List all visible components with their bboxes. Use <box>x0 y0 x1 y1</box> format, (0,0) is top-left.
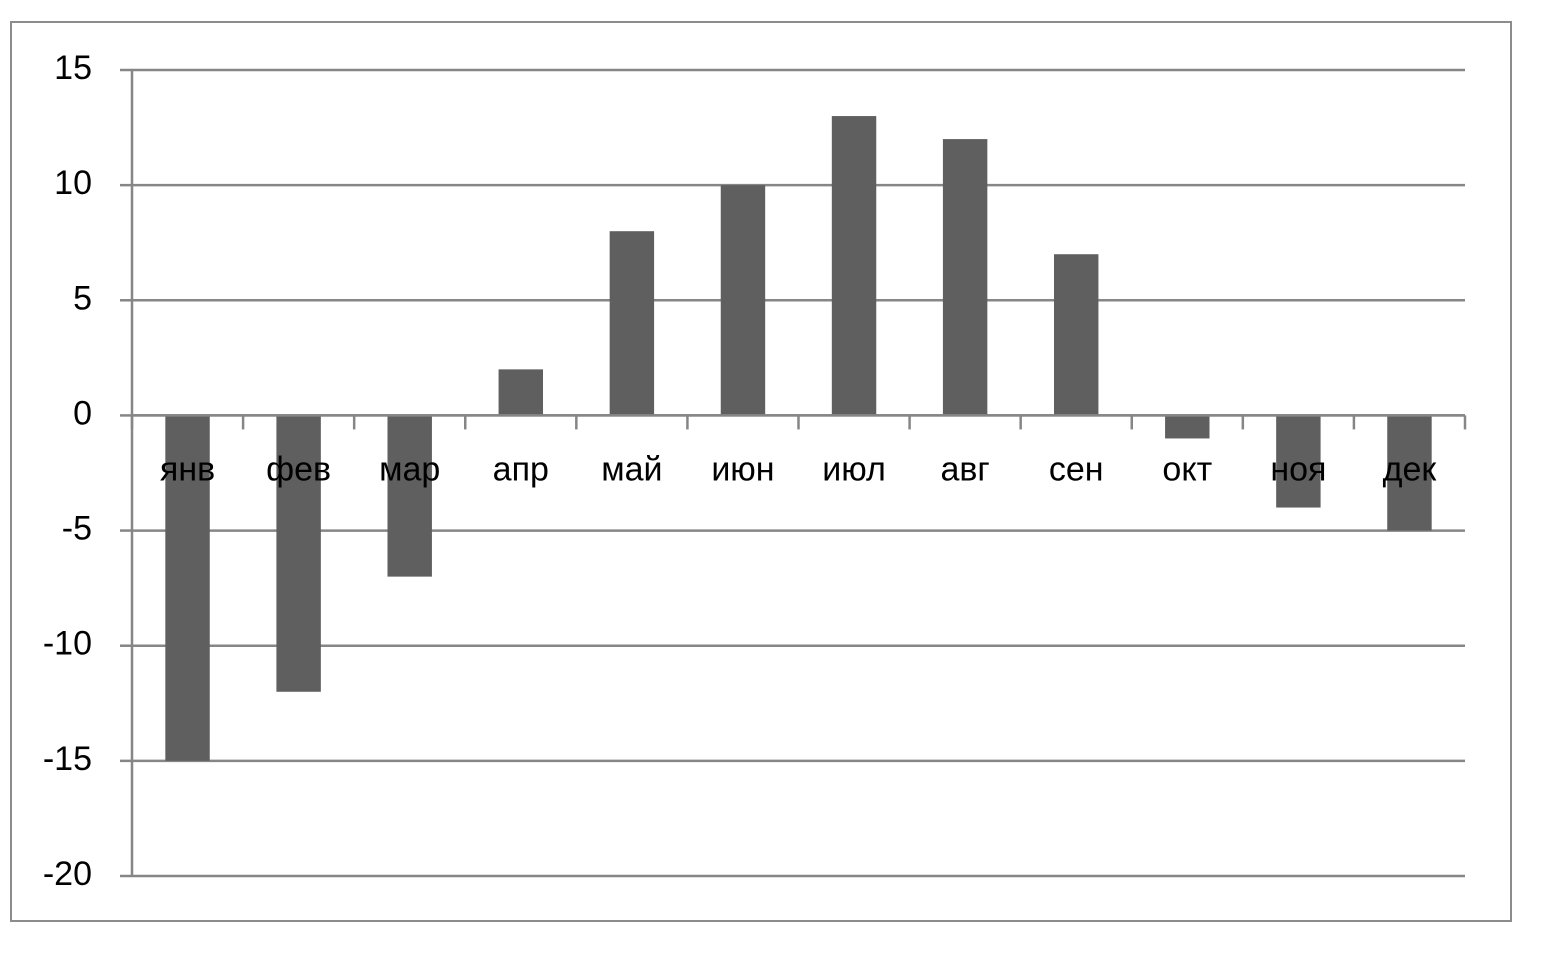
x-tick-label: июн <box>711 450 774 488</box>
bar <box>387 415 432 577</box>
x-tick-label: окт <box>1162 450 1212 488</box>
y-tick-label: -15 <box>43 740 92 778</box>
x-tick-label: ноя <box>1270 450 1326 488</box>
chart-border <box>10 21 1512 922</box>
bar <box>498 369 544 416</box>
x-tick-label: мар <box>379 450 440 488</box>
bar <box>720 185 766 416</box>
bar <box>1053 254 1099 416</box>
bar <box>831 116 877 416</box>
y-tick-label: -10 <box>43 625 92 663</box>
x-tick-label: дек <box>1383 450 1438 488</box>
x-tick-label: авг <box>940 450 989 488</box>
y-tick-label: 15 <box>54 49 92 87</box>
x-tick-label: фев <box>266 450 331 488</box>
bar <box>942 139 988 416</box>
y-tick-label: -5 <box>62 510 92 548</box>
bar <box>1387 415 1432 531</box>
x-tick-label: сен <box>1049 450 1104 488</box>
bar <box>1276 415 1321 508</box>
y-tick-label: 5 <box>73 279 92 317</box>
x-tick-label: июл <box>822 450 886 488</box>
y-tick-label: 0 <box>73 394 92 432</box>
x-tick-label: май <box>601 450 662 488</box>
y-tick-label: -20 <box>43 855 92 893</box>
bar <box>276 415 321 692</box>
bar <box>609 231 655 416</box>
bar <box>1165 415 1210 439</box>
y-tick-label: 10 <box>54 164 92 202</box>
x-tick-label: янв <box>160 450 215 488</box>
bar <box>165 415 210 761</box>
x-tick-label: апр <box>493 450 549 488</box>
